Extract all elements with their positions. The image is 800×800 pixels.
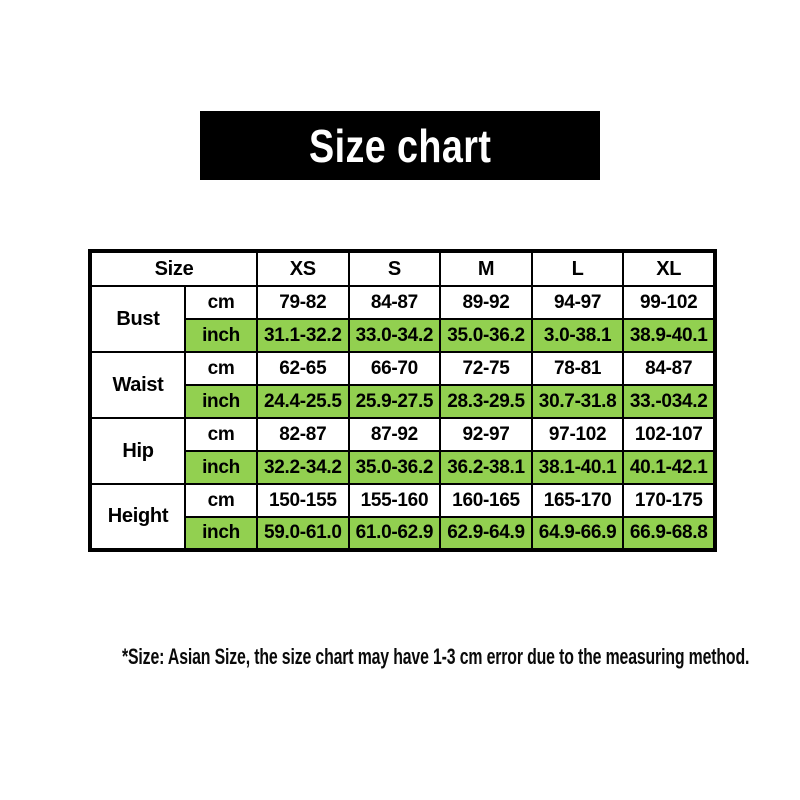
- value-cell: 160-165: [439, 483, 533, 518]
- value-cell: 30.7-31.8: [530, 384, 625, 419]
- size-chart-table: Size XS S M L XL Bust cm 79-82 84-87 89-…: [88, 249, 717, 552]
- column-header-xs: XS: [256, 250, 350, 287]
- value-cell: 66.9-68.8: [622, 516, 716, 551]
- column-header-size: Size: [88, 250, 259, 287]
- value-cell: 64.9-66.9: [530, 516, 625, 551]
- value-cell: 33.-034.2: [622, 384, 716, 419]
- value-cell: 59.0-61.0: [256, 516, 350, 551]
- value-cell: 38.1-40.1: [530, 450, 625, 485]
- value-cell: 99-102: [622, 285, 716, 320]
- table-row-height-cm: Height cm 150-155 155-160 160-165 165-17…: [89, 483, 716, 551]
- column-header-m: M: [439, 250, 533, 287]
- value-cell: 66-70: [347, 351, 442, 386]
- value-cell: 31.1-32.2: [256, 318, 350, 353]
- value-cell: 61.0-62.9: [347, 516, 442, 551]
- table-row-bust-inch: inch 31.1-32.2 33.0-34.2 35.0-36.2 3.0-3…: [90, 318, 716, 353]
- value-cell: 165-170: [530, 483, 625, 518]
- value-cell: 102-107: [622, 417, 716, 452]
- value-cell: 35.0-36.2: [347, 450, 442, 485]
- size-disclaimer: *Size: Asian Size, the size chart may ha…: [0, 644, 800, 670]
- value-cell: 40.1-42.1: [622, 450, 716, 485]
- value-cell: 155-160: [347, 483, 442, 518]
- value-cell: 25.9-27.5: [347, 384, 442, 419]
- unit-cell: inch: [183, 384, 259, 419]
- unit-cell: cm: [183, 285, 259, 320]
- size-disclaimer-text: *Size: Asian Size, the size chart may ha…: [121, 644, 750, 669]
- value-cell: 84-87: [622, 351, 716, 386]
- unit-cell: cm: [183, 417, 259, 452]
- value-cell: 150-155: [256, 483, 350, 518]
- value-cell: 38.9-40.1: [622, 318, 716, 353]
- value-cell: 33.0-34.2: [347, 318, 442, 353]
- unit-cell: cm: [183, 351, 259, 386]
- value-cell: 87-92: [347, 417, 442, 452]
- value-cell: 62.9-64.9: [439, 516, 533, 551]
- table-row-hip-cm: Hip cm 82-87 87-92 92-97 97-102 102-107: [89, 417, 716, 485]
- value-cell: 62-65: [256, 351, 350, 386]
- unit-cell: cm: [183, 483, 259, 518]
- row-label-height: Height: [89, 483, 186, 551]
- table-row-waist-cm: Waist cm 62-65 66-70 72-75 78-81 84-87: [89, 351, 716, 419]
- size-chart-banner: Size chart: [200, 111, 600, 180]
- table-header-row: Size XS S M L XL: [88, 250, 716, 287]
- value-cell: 24.4-25.5: [256, 384, 350, 419]
- column-header-l: L: [530, 250, 625, 287]
- value-cell: 79-82: [256, 285, 350, 320]
- value-cell: 28.3-29.5: [439, 384, 533, 419]
- table-row-height-inch: inch 59.0-61.0 61.0-62.9 62.9-64.9 64.9-…: [90, 516, 716, 551]
- table-row-bust-cm: Bust cm 79-82 84-87 89-92 94-97 99-102: [89, 285, 716, 353]
- value-cell: 82-87: [256, 417, 350, 452]
- value-cell: 32.2-34.2: [256, 450, 350, 485]
- value-cell: 3.0-38.1: [530, 318, 625, 353]
- unit-cell: inch: [183, 450, 259, 485]
- row-label-bust: Bust: [89, 285, 186, 353]
- value-cell: 170-175: [622, 483, 716, 518]
- row-label-waist: Waist: [89, 351, 186, 419]
- value-cell: 78-81: [530, 351, 625, 386]
- value-cell: 35.0-36.2: [439, 318, 533, 353]
- column-header-xl: XL: [622, 250, 716, 287]
- value-cell: 94-97: [530, 285, 625, 320]
- value-cell: 36.2-38.1: [439, 450, 533, 485]
- value-cell: 97-102: [530, 417, 625, 452]
- unit-cell: inch: [183, 516, 259, 551]
- table-row-hip-inch: inch 32.2-34.2 35.0-36.2 36.2-38.1 38.1-…: [90, 450, 716, 485]
- table-row-waist-inch: inch 24.4-25.5 25.9-27.5 28.3-29.5 30.7-…: [90, 384, 716, 419]
- page-title: Size chart: [308, 119, 492, 172]
- value-cell: 72-75: [439, 351, 533, 386]
- value-cell: 84-87: [347, 285, 442, 320]
- unit-cell: inch: [183, 318, 259, 353]
- row-label-hip: Hip: [89, 417, 186, 485]
- column-header-s: S: [347, 250, 442, 287]
- value-cell: 92-97: [439, 417, 533, 452]
- value-cell: 89-92: [439, 285, 533, 320]
